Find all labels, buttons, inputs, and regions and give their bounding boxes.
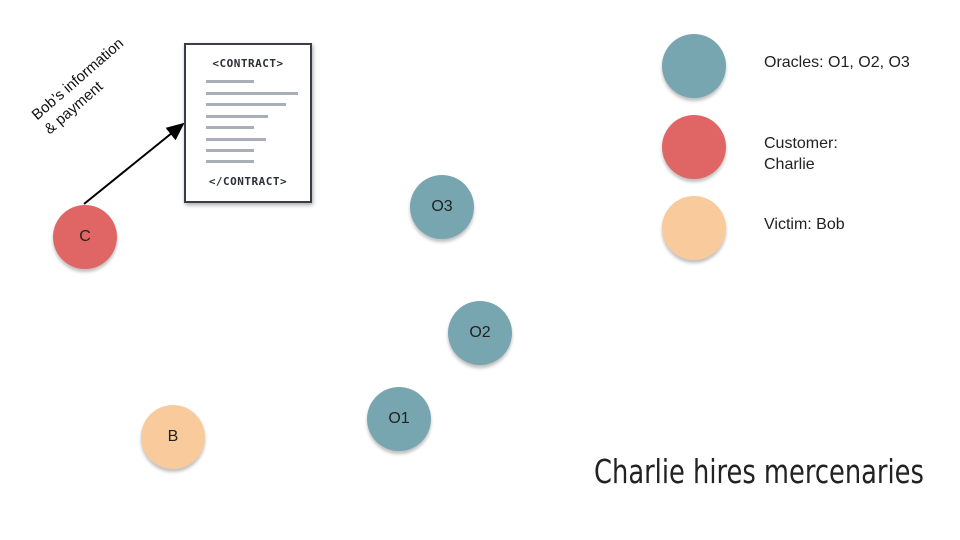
victim-node: B bbox=[141, 405, 205, 469]
customer-node: C bbox=[53, 205, 117, 269]
legend-customer-text: Customer: Charlie bbox=[764, 135, 838, 173]
arrow-label: Bob’s information & payment bbox=[28, 0, 189, 139]
legend-victim-text: Victim: Bob bbox=[764, 216, 845, 233]
contract-text-line bbox=[206, 115, 268, 118]
contract-text-line bbox=[206, 160, 254, 163]
contract-text-line bbox=[206, 138, 266, 141]
oracle-node-o3: O3 bbox=[410, 175, 474, 239]
contract-open-tag: <CONTRACT> bbox=[212, 57, 284, 70]
contract-text-line bbox=[206, 92, 298, 95]
slide-title: Charlie hires mercenaries bbox=[594, 452, 924, 491]
legend-oracle-text: Oracles: O1, O2, O3 bbox=[764, 54, 910, 71]
oracle-node-o1-label: O1 bbox=[388, 410, 410, 427]
oracle-node-o2: O2 bbox=[448, 301, 512, 365]
legend-customer-swatch bbox=[662, 115, 726, 179]
contract-text-line bbox=[206, 80, 254, 83]
victim-node-label: B bbox=[167, 428, 179, 445]
oracle-node-o3-label: O3 bbox=[431, 198, 453, 215]
contract-text-line bbox=[206, 126, 254, 129]
contract-text-line bbox=[206, 149, 254, 152]
contract-close-tag: </CONTRACT> bbox=[208, 175, 288, 188]
arrow-label-line2: & payment bbox=[41, 78, 107, 138]
legend-oracle-swatch bbox=[662, 34, 726, 98]
oracle-node-o1: O1 bbox=[367, 387, 431, 451]
arrow-label-line1: Bob’s information bbox=[28, 34, 128, 124]
contract-document: <CONTRACT> </CONTRACT> bbox=[184, 43, 312, 203]
customer-node-label: C bbox=[79, 228, 91, 245]
contract-text-line bbox=[206, 103, 286, 106]
oracle-node-o2-label: O2 bbox=[469, 324, 491, 341]
legend-victim-swatch bbox=[662, 196, 726, 260]
